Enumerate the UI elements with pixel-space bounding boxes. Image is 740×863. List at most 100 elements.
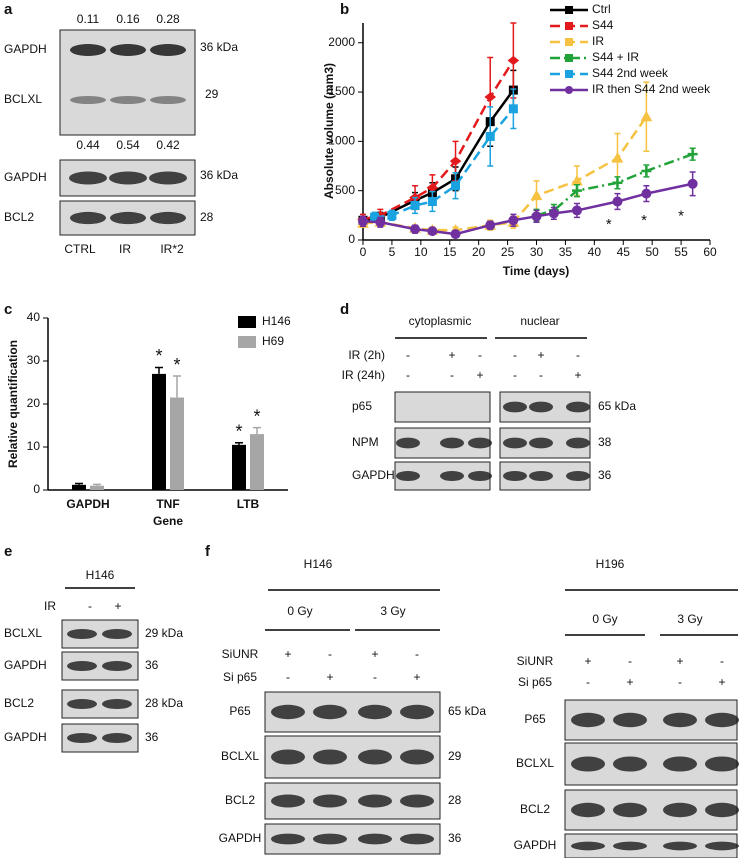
label: 60 <box>703 245 717 259</box>
marker <box>571 174 583 186</box>
blot-band <box>67 698 97 710</box>
label: 10 <box>27 439 41 453</box>
error-bar <box>75 482 83 485</box>
label: BCLXL <box>221 749 259 763</box>
label: 40 <box>588 245 602 259</box>
label: SiUNR <box>222 647 259 661</box>
label: Gene <box>153 514 183 528</box>
label: - <box>88 599 92 613</box>
label: d <box>340 301 349 318</box>
annotation: * <box>235 421 242 441</box>
blot-band <box>67 628 97 640</box>
label: GAPDH <box>219 831 262 845</box>
label: + <box>413 670 420 684</box>
label: + <box>326 670 333 684</box>
annotation: * <box>641 212 647 229</box>
blot-band <box>705 712 739 728</box>
blot-band <box>571 712 605 728</box>
blot-band <box>358 794 392 808</box>
label: 38 <box>598 435 612 449</box>
label: 36 <box>145 730 159 744</box>
annotation: * <box>678 207 684 224</box>
blot-band <box>566 470 590 482</box>
blot-band <box>313 704 347 720</box>
label: - <box>450 368 454 382</box>
legend-marker <box>565 70 573 78</box>
label: 28 kDa <box>145 696 183 710</box>
marker <box>641 188 652 199</box>
label: 28 <box>200 210 214 224</box>
label: 50 <box>645 245 659 259</box>
label: H146 <box>262 314 291 328</box>
blot-band <box>468 470 492 482</box>
marker <box>548 208 559 219</box>
label: f <box>205 543 211 560</box>
label: IR <box>44 599 56 613</box>
blot-band <box>102 628 132 640</box>
blot-band <box>400 794 434 808</box>
blot-band <box>571 756 605 772</box>
label: - <box>415 647 419 661</box>
label: H196 <box>596 557 625 571</box>
label: - <box>586 675 590 689</box>
blot-band <box>67 660 97 672</box>
label: 3 Gy <box>677 612 702 626</box>
label: + <box>537 348 544 362</box>
blot-band <box>468 437 492 449</box>
label: Si p65 <box>518 675 552 689</box>
marker <box>687 149 698 160</box>
blot-band <box>67 732 97 744</box>
label: 0 <box>360 245 367 259</box>
blot-band <box>271 749 305 765</box>
blot-band <box>102 698 132 710</box>
label: nuclear <box>520 314 559 328</box>
label: p65 <box>352 399 372 413</box>
blot-band <box>571 802 605 818</box>
blot-band <box>271 794 305 808</box>
label: 20 <box>472 245 486 259</box>
marker <box>507 55 520 66</box>
label: 500 <box>335 183 355 197</box>
blot-band <box>705 756 739 772</box>
series-line <box>362 115 648 232</box>
label: S44 <box>592 18 614 32</box>
label: IR*2 <box>160 242 184 256</box>
blot-band <box>613 841 647 851</box>
bar <box>250 434 264 490</box>
blot-band <box>149 171 187 185</box>
label: 0 Gy <box>287 604 312 618</box>
blot-band <box>613 756 647 772</box>
blot-band <box>400 749 434 765</box>
blot-band <box>150 96 186 104</box>
label: + <box>574 368 581 382</box>
blot-band <box>396 470 420 482</box>
blot-band <box>109 171 147 185</box>
blot-band <box>69 171 107 185</box>
label: 40 <box>27 310 41 324</box>
marker <box>484 92 497 102</box>
legend-marker <box>565 38 573 46</box>
label: 29 kDa <box>145 626 183 640</box>
label: GAPDH <box>4 42 47 56</box>
blot-band <box>358 704 392 720</box>
marker <box>410 200 420 210</box>
marker <box>485 131 495 141</box>
label: S44 2nd week <box>592 66 669 80</box>
label: H69 <box>262 334 284 348</box>
label: IR then S44 2nd week <box>592 82 711 96</box>
legend-marker <box>565 86 573 94</box>
blot-band <box>503 401 527 413</box>
label: H146 <box>304 557 333 571</box>
marker <box>687 178 698 189</box>
label: 28 <box>448 793 462 807</box>
marker <box>508 215 519 226</box>
label: - <box>720 654 724 668</box>
bar <box>90 485 104 490</box>
blot-band <box>313 794 347 808</box>
label: 45 <box>617 245 631 259</box>
blot-band <box>110 211 146 225</box>
label: + <box>371 647 378 661</box>
label: BCLXL <box>4 626 42 640</box>
label: 36 kDa <box>200 40 238 54</box>
